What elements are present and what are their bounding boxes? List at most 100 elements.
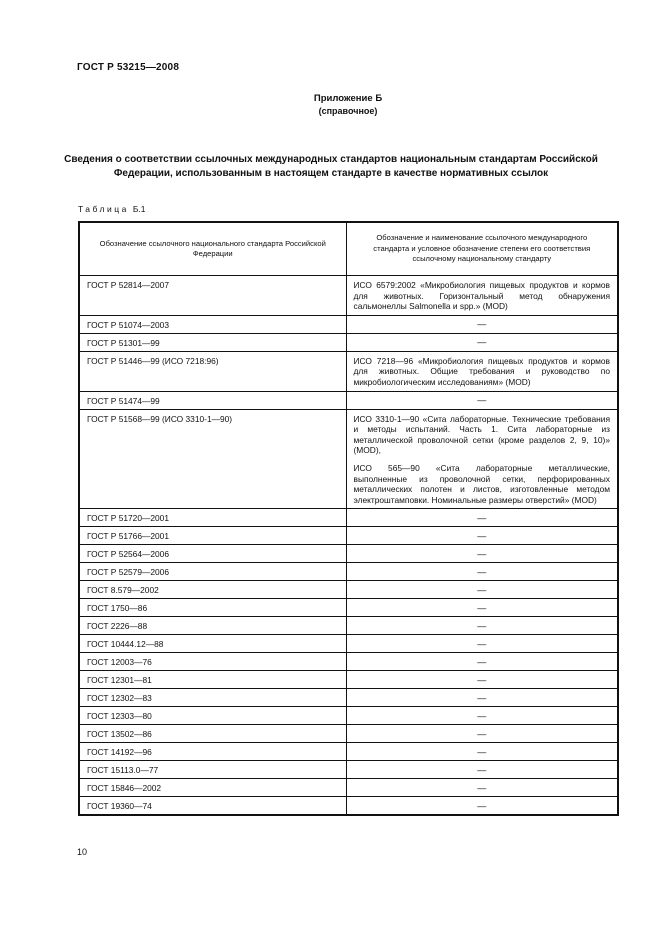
international-standard-cell: ИСО 3310-1—90 «Сита лабораторные. Технич… bbox=[345, 408, 619, 510]
national-standard-cell: ГОСТ Р 51568—99 (ИСО 3310-1—90) bbox=[78, 408, 347, 510]
international-standard-cell: — bbox=[345, 332, 619, 352]
table-row: ГОСТ 12003—76 — bbox=[78, 652, 619, 672]
international-standard-cell: — bbox=[345, 580, 619, 600]
national-standard-cell: ГОСТ 12301—81 bbox=[78, 670, 347, 690]
international-standard-cell: — bbox=[345, 742, 619, 762]
empty-marker: — bbox=[477, 620, 487, 631]
table-label: Таблица Б.1 bbox=[78, 204, 146, 214]
international-standard-paragraph: ИСО 7218—96 «Микробиология пищевых проду… bbox=[353, 355, 611, 387]
international-standard-cell: — bbox=[345, 544, 619, 564]
empty-marker: — bbox=[477, 638, 487, 649]
international-standard-cell: — bbox=[345, 390, 619, 410]
table-row: ГОСТ Р 52814—2007 ИСО 6579:2002 «Микробио… bbox=[78, 275, 619, 316]
national-standard-cell: ГОСТ 8.579—2002 bbox=[78, 580, 347, 600]
national-standard-cell: ГОСТ 15846—2002 bbox=[78, 778, 347, 798]
table-row: ГОСТ 12301—81 — bbox=[78, 670, 619, 690]
table-row: ГОСТ 12303—80 — bbox=[78, 706, 619, 726]
table-row: ГОСТ Р 51446—99 (ИСО 7218:96) ИСО 7218—96… bbox=[78, 350, 619, 392]
table-row: ГОСТ 2226—88 — bbox=[78, 616, 619, 636]
international-standard-cell: — bbox=[345, 760, 619, 780]
national-standard-cell: ГОСТ Р 51446—99 (ИСО 7218:96) bbox=[78, 350, 347, 392]
table-row: ГОСТ Р 51720—2001 — bbox=[78, 508, 619, 528]
empty-marker: — bbox=[477, 782, 487, 793]
empty-marker: — bbox=[477, 764, 487, 775]
national-standard-cell: ГОСТ Р 51074—2003 bbox=[78, 314, 347, 334]
table-row: ГОСТ Р 51301—99 — bbox=[78, 332, 619, 352]
column-header-international: Обозначение и наименование ссылочного ме… bbox=[345, 221, 619, 276]
table-row: ГОСТ 10444.12—88 — bbox=[78, 634, 619, 654]
national-standard-cell: ГОСТ Р 52579—2006 bbox=[78, 562, 347, 582]
international-standard-cell: — bbox=[345, 634, 619, 654]
national-standard-cell: ГОСТ 10444.12—88 bbox=[78, 634, 347, 654]
empty-marker: — bbox=[477, 656, 487, 667]
annex-note: (справочное) bbox=[318, 106, 378, 116]
international-standard-cell: — bbox=[345, 778, 619, 798]
national-standard-cell: ГОСТ 1750—86 bbox=[78, 598, 347, 618]
international-standard-cell: — bbox=[345, 314, 619, 334]
national-standard-cell: ГОСТ 12302—83 bbox=[78, 688, 347, 708]
table-row: ГОСТ 14192—96 — bbox=[78, 742, 619, 762]
national-standard-cell: ГОСТ 15113.0—77 bbox=[78, 760, 347, 780]
international-standard-cell: ИСО 6579:2002 «Микробиология пищевых про… bbox=[345, 275, 619, 316]
national-standard-cell: ГОСТ 12303—80 bbox=[78, 706, 347, 726]
empty-marker: — bbox=[477, 692, 487, 703]
empty-marker: — bbox=[477, 548, 487, 559]
empty-marker: — bbox=[477, 530, 487, 541]
table-label-number: Б.1 bbox=[132, 204, 146, 214]
international-standard-cell: — bbox=[345, 670, 619, 690]
international-standard-cell: ИСО 7218—96 «Микробиология пищевых проду… bbox=[345, 350, 619, 392]
national-standard-cell: ГОСТ 19360—74 bbox=[78, 796, 347, 816]
international-standard-paragraph: ИСО 6579:2002 «Микробиология пищевых про… bbox=[353, 280, 611, 312]
table-row: ГОСТ Р 52564—2006 — bbox=[78, 544, 619, 564]
international-standard-paragraph: ИСО 565—90 «Сита лабораторные металличес… bbox=[353, 462, 611, 505]
table-row: ГОСТ 13502—86 — bbox=[78, 724, 619, 744]
table-row: ГОСТ Р 51766—2001 — bbox=[78, 526, 619, 546]
empty-marker: — bbox=[477, 710, 487, 721]
international-standard-cell: — bbox=[345, 796, 619, 816]
national-standard-cell: ГОСТ 14192—96 bbox=[78, 742, 347, 762]
table-label-word: Таблица bbox=[78, 204, 129, 214]
empty-marker: — bbox=[477, 674, 487, 685]
table-body: ГОСТ Р 52814—2007 ИСО 6579:2002 «Микробио… bbox=[78, 275, 619, 816]
national-standard-cell: ГОСТ Р 51474—99 bbox=[78, 390, 347, 410]
international-standard-paragraph: ИСО 3310-1—90 «Сита лабораторные. Технич… bbox=[353, 413, 611, 456]
page-number: 10 bbox=[77, 847, 88, 857]
table-row: ГОСТ 1750—86 — bbox=[78, 598, 619, 618]
document-code: ГОСТ Р 53215—2008 bbox=[77, 62, 180, 73]
empty-marker: — bbox=[477, 602, 487, 613]
table-row: ГОСТ Р 51474—99 — bbox=[78, 390, 619, 410]
empty-marker: — bbox=[477, 800, 487, 811]
empty-marker: — bbox=[477, 336, 487, 347]
standards-correspondence-table: Обозначение ссылочного национального ста… bbox=[78, 221, 619, 817]
international-standard-cell: — bbox=[345, 706, 619, 726]
national-standard-cell: ГОСТ Р 52564—2006 bbox=[78, 544, 347, 564]
empty-marker: — bbox=[477, 584, 487, 595]
table-row: ГОСТ Р 51074—2003 — bbox=[78, 314, 619, 334]
empty-marker: — bbox=[477, 394, 487, 405]
empty-marker: — bbox=[477, 728, 487, 739]
table-row: ГОСТ Р 51568—99 (ИСО 3310-1—90) ИСО 3310-… bbox=[78, 408, 619, 510]
national-standard-cell: ГОСТ Р 51720—2001 bbox=[78, 508, 347, 528]
national-standard-cell: ГОСТ 2226—88 bbox=[78, 616, 347, 636]
international-standard-cell: — bbox=[345, 616, 619, 636]
table-row: ГОСТ 15846—2002 — bbox=[78, 778, 619, 798]
international-standard-cell: — bbox=[345, 598, 619, 618]
national-standard-cell: ГОСТ Р 51766—2001 bbox=[78, 526, 347, 546]
international-standard-cell: — bbox=[345, 508, 619, 528]
table-row: ГОСТ 15113.0—77 — bbox=[78, 760, 619, 780]
empty-marker: — bbox=[477, 566, 487, 577]
table-row: ГОСТ 8.579—2002 — bbox=[78, 580, 619, 600]
national-standard-cell: ГОСТ Р 51301—99 bbox=[78, 332, 347, 352]
empty-marker: — bbox=[477, 512, 487, 523]
table-row: ГОСТ 19360—74 — bbox=[78, 796, 619, 816]
table-header-row: Обозначение ссылочного национального ста… bbox=[78, 221, 619, 276]
column-header-national: Обозначение ссылочного национального ста… bbox=[78, 221, 347, 276]
annex-heading: Приложение Б (справочное) bbox=[77, 93, 619, 117]
international-standard-cell: — bbox=[345, 562, 619, 582]
page-title: Сведения о соответствии ссылочных междун… bbox=[64, 154, 598, 179]
national-standard-cell: ГОСТ 12003—76 bbox=[78, 652, 347, 672]
empty-marker: — bbox=[477, 318, 487, 329]
table-row: ГОСТ Р 52579—2006 — bbox=[78, 562, 619, 582]
national-standard-cell: ГОСТ 13502—86 bbox=[78, 724, 347, 744]
annex-label: Приложение Б bbox=[313, 93, 383, 104]
